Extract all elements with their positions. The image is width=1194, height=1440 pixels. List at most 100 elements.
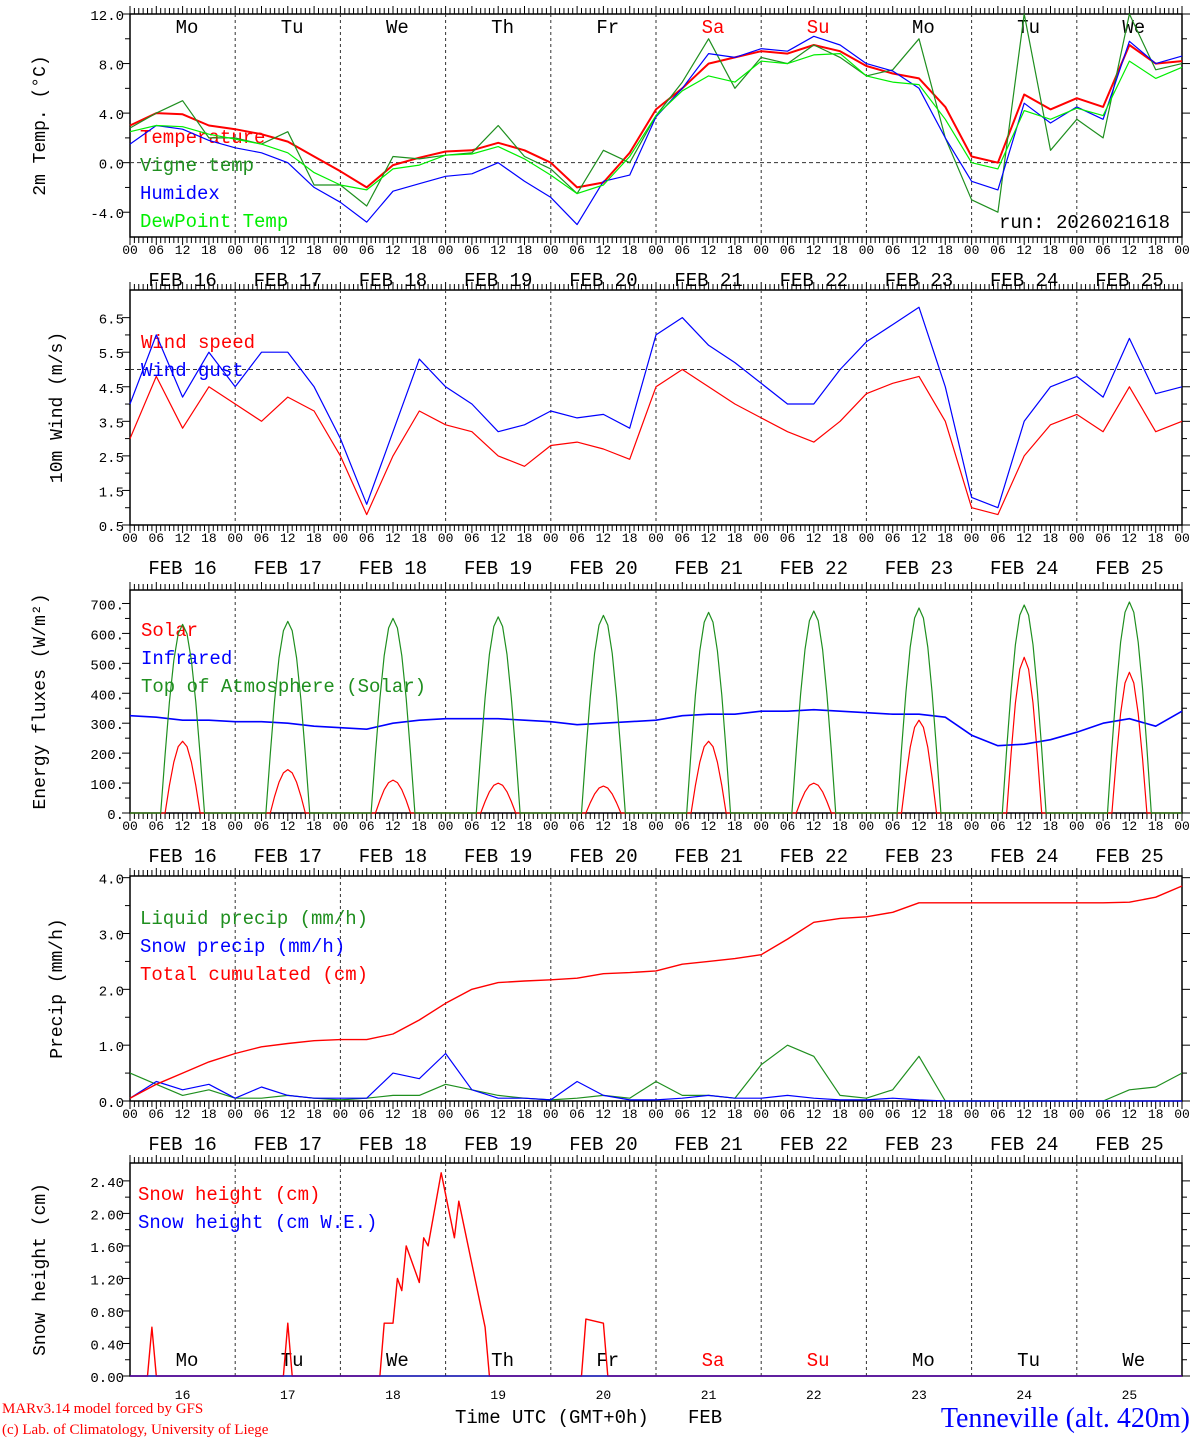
- x-date-label: FEB 17: [254, 558, 322, 580]
- x-hour-label: 18: [1148, 243, 1164, 258]
- x-date-label: FEB 21: [674, 558, 742, 580]
- x-hour-label: 12: [806, 531, 822, 546]
- x-hour-label: 00: [1174, 531, 1190, 546]
- x-hour-label: 12: [385, 1107, 401, 1122]
- x-hour-label: 06: [780, 819, 796, 834]
- y-tick-label: 12.0: [90, 9, 124, 25]
- x-hour-label: 00: [543, 243, 559, 258]
- x-date-label: FEB 22: [780, 1134, 848, 1156]
- x-hour-label: 12: [1122, 531, 1138, 546]
- x-hour-label: 00: [753, 243, 769, 258]
- x-date-label: FEB 23: [885, 846, 953, 868]
- day-name-label: We: [1122, 1350, 1145, 1372]
- series-line-top-of-atmosphere-solar: [130, 601, 1182, 814]
- legend-entry: Wind speed: [141, 332, 255, 354]
- x-date-label: FEB 20: [569, 846, 637, 868]
- x-date-label: FEB 19: [464, 1134, 532, 1156]
- legend-entry: Humidex: [140, 183, 220, 205]
- y-tick-label: 0.00: [90, 1371, 124, 1387]
- x-hour-label: 12: [280, 1107, 296, 1122]
- x-hour-label: 12: [280, 819, 296, 834]
- day-number-label: 23: [911, 1388, 927, 1403]
- x-hour-label: 12: [1016, 1107, 1032, 1122]
- x-hour-label: 12: [911, 1107, 927, 1122]
- x-hour-label: 18: [201, 819, 217, 834]
- x-hour-label: 00: [648, 1107, 664, 1122]
- x-hour-label: 12: [490, 1107, 506, 1122]
- legend-entry: Wind gust: [141, 360, 244, 382]
- x-hour-label: 00: [543, 531, 559, 546]
- x-hour-label: 18: [1043, 531, 1059, 546]
- x-hour-label: 06: [990, 243, 1006, 258]
- x-hour-label: 00: [122, 243, 138, 258]
- model-credit: MARv3.14 model forced by GFS: [2, 1401, 203, 1417]
- y-axis-label: Energy fluxes (W/m²): [31, 593, 51, 809]
- panel-5: 2.40 2.00 1.60 1.20 0.80 0.40 0.00 Snow height …: [31, 1155, 1190, 1403]
- x-date-label: FEB 16: [148, 558, 216, 580]
- x-hour-label: 12: [385, 243, 401, 258]
- x-date-label: FEB 23: [885, 558, 953, 580]
- x-date-label: FEB 25: [1095, 1134, 1163, 1156]
- y-tick-label: 4.0: [99, 873, 124, 889]
- legend-entry: Total cumulated (cm): [140, 964, 368, 986]
- x-hour-label: 00: [1174, 819, 1190, 834]
- x-hour-label: 12: [490, 819, 506, 834]
- x-hour-label: 12: [1122, 243, 1138, 258]
- y-tick-label: 0.80: [90, 1306, 124, 1322]
- x-hour-label: 00: [859, 243, 875, 258]
- x-hour-label: 18: [622, 243, 638, 258]
- x-hour-label: 06: [1095, 531, 1111, 546]
- y-tick-label: 0.0: [99, 158, 124, 174]
- x-hour-label: 18: [1148, 531, 1164, 546]
- x-hour-label: 18: [306, 1107, 322, 1122]
- x-hour-label: 12: [806, 819, 822, 834]
- day-name-label: Th: [491, 17, 514, 39]
- x-hour-label: 12: [701, 819, 717, 834]
- x-date-label: FEB 25: [1095, 558, 1163, 580]
- day-number-label: 25: [1122, 1388, 1138, 1403]
- copyright-credit: (c) Lab. of Climatology, University of L…: [2, 1422, 269, 1438]
- legend-entry: Vigne temp: [140, 155, 254, 177]
- day-name-label: Tu: [1017, 1350, 1040, 1372]
- x-hour-label: 12: [1016, 243, 1032, 258]
- day-name-label: Sa: [702, 1350, 725, 1372]
- x-hour-label: 18: [937, 243, 953, 258]
- x-hour-label: 06: [990, 819, 1006, 834]
- x-hour-label: 00: [859, 819, 875, 834]
- x-hour-label: 12: [596, 819, 612, 834]
- x-hour-label: 00: [648, 243, 664, 258]
- day-name-label: Mo: [912, 1350, 935, 1372]
- x-hour-label: 18: [622, 1107, 638, 1122]
- x-hour-label: 18: [1043, 243, 1059, 258]
- x-hour-label: 00: [753, 819, 769, 834]
- x-date-label: FEB 20: [569, 1134, 637, 1156]
- x-hour-label: 12: [385, 819, 401, 834]
- x-hour-label: 00: [227, 1107, 243, 1122]
- x-date-label: FEB 22: [780, 558, 848, 580]
- x-hour-label: 18: [306, 819, 322, 834]
- x-hour-label: 12: [1016, 531, 1032, 546]
- series-line-snow-precip-mm-h: [129, 1052, 1182, 1102]
- y-tick-label: 0.: [107, 808, 124, 824]
- x-hour-label: 06: [780, 243, 796, 258]
- x-date-label: FEB 25: [1095, 846, 1163, 868]
- x-hour-label: 12: [701, 243, 717, 258]
- day-name-label: Tu: [281, 1350, 304, 1372]
- y-tick-label: 2.00: [90, 1208, 124, 1224]
- x-hour-label: 00: [122, 1107, 138, 1122]
- legend-entry: Top of Atmosphere (Solar): [141, 676, 426, 698]
- x-hour-label: 06: [674, 819, 690, 834]
- day-name-label: Sa: [702, 17, 725, 39]
- y-axis-label: 2m Temp. (°C): [31, 55, 51, 195]
- series-line-humidex: [129, 35, 1183, 226]
- y-tick-label: 5.5: [99, 347, 124, 363]
- x-hour-label: 18: [727, 531, 743, 546]
- x-hour-label: 18: [832, 531, 848, 546]
- y-tick-label: 1.20: [90, 1273, 124, 1289]
- x-hour-label: 06: [990, 1107, 1006, 1122]
- x-hour-label: 00: [227, 531, 243, 546]
- x-hour-label: 12: [596, 243, 612, 258]
- x-hour-label: 12: [1016, 819, 1032, 834]
- day-number-label: 16: [175, 1388, 191, 1403]
- y-tick-label: 1.5: [99, 485, 124, 501]
